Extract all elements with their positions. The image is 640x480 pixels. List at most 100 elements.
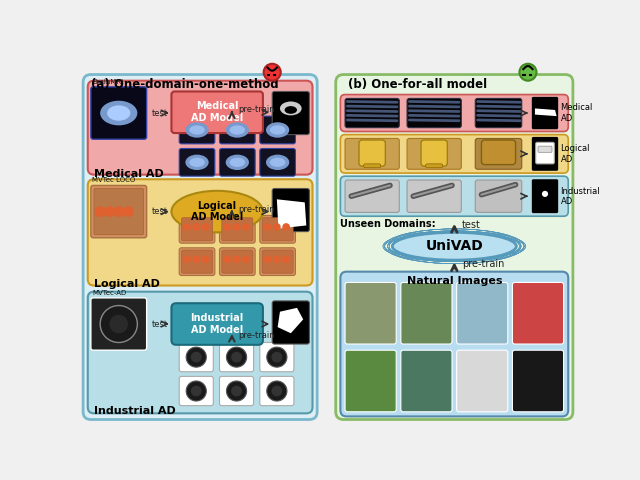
Ellipse shape — [285, 106, 297, 114]
Text: pre-train: pre-train — [238, 106, 275, 114]
FancyBboxPatch shape — [532, 97, 558, 129]
FancyBboxPatch shape — [359, 140, 385, 166]
FancyBboxPatch shape — [340, 176, 568, 216]
Text: UniVAD: UniVAD — [426, 239, 483, 253]
Circle shape — [242, 223, 250, 231]
FancyBboxPatch shape — [345, 180, 399, 212]
Circle shape — [264, 255, 271, 263]
FancyBboxPatch shape — [340, 272, 568, 417]
Ellipse shape — [270, 158, 285, 167]
Circle shape — [233, 255, 241, 263]
FancyBboxPatch shape — [345, 282, 396, 344]
Text: Logical
AD Model: Logical AD Model — [191, 201, 243, 222]
FancyBboxPatch shape — [401, 350, 452, 412]
Text: test: test — [151, 320, 168, 328]
Text: Natural Images: Natural Images — [406, 276, 502, 286]
FancyBboxPatch shape — [481, 140, 516, 165]
Ellipse shape — [100, 101, 138, 125]
FancyBboxPatch shape — [94, 189, 143, 235]
FancyBboxPatch shape — [222, 218, 253, 241]
Circle shape — [183, 223, 191, 231]
FancyBboxPatch shape — [182, 218, 212, 241]
Circle shape — [542, 191, 548, 197]
Text: Unseen Domains:: Unseen Domains: — [340, 219, 436, 229]
Text: Medical
AD Model: Medical AD Model — [191, 101, 243, 123]
FancyBboxPatch shape — [179, 116, 215, 144]
FancyBboxPatch shape — [345, 138, 399, 169]
Circle shape — [520, 64, 536, 81]
Text: (a) One-domain-one-method: (a) One-domain-one-method — [91, 78, 278, 91]
Circle shape — [113, 206, 124, 217]
FancyBboxPatch shape — [260, 376, 294, 406]
Circle shape — [267, 381, 287, 401]
FancyBboxPatch shape — [260, 216, 296, 243]
Text: Industrial
AD: Industrial AD — [561, 187, 600, 206]
FancyBboxPatch shape — [262, 250, 293, 273]
FancyBboxPatch shape — [179, 148, 215, 176]
Circle shape — [282, 255, 290, 263]
Ellipse shape — [107, 105, 131, 121]
Circle shape — [227, 381, 246, 401]
Text: test: test — [151, 108, 168, 118]
Circle shape — [109, 315, 128, 333]
Polygon shape — [535, 108, 557, 116]
FancyBboxPatch shape — [88, 179, 312, 286]
FancyBboxPatch shape — [457, 282, 508, 344]
FancyBboxPatch shape — [172, 303, 263, 345]
FancyBboxPatch shape — [91, 298, 147, 350]
Text: (b) One-for-all model: (b) One-for-all model — [348, 78, 487, 91]
FancyBboxPatch shape — [220, 216, 255, 243]
Ellipse shape — [266, 155, 289, 170]
Text: Industrial AD: Industrial AD — [94, 407, 176, 417]
Circle shape — [95, 206, 106, 217]
FancyBboxPatch shape — [340, 95, 568, 132]
Text: Logical AD: Logical AD — [94, 279, 160, 289]
Circle shape — [123, 206, 134, 217]
Polygon shape — [277, 199, 307, 228]
FancyBboxPatch shape — [401, 282, 452, 344]
Circle shape — [104, 206, 115, 217]
FancyBboxPatch shape — [272, 189, 309, 232]
FancyBboxPatch shape — [179, 343, 213, 372]
FancyBboxPatch shape — [407, 98, 461, 128]
Text: Industrial
AD Model: Industrial AD Model — [191, 313, 244, 335]
Text: BrainMRI: BrainMRI — [92, 79, 124, 85]
FancyBboxPatch shape — [340, 134, 568, 173]
Ellipse shape — [230, 158, 245, 167]
FancyBboxPatch shape — [88, 81, 312, 175]
FancyBboxPatch shape — [182, 250, 212, 273]
FancyBboxPatch shape — [220, 248, 255, 276]
FancyBboxPatch shape — [260, 148, 296, 176]
FancyBboxPatch shape — [407, 180, 461, 212]
FancyBboxPatch shape — [426, 164, 443, 168]
Circle shape — [271, 385, 282, 396]
FancyBboxPatch shape — [222, 250, 253, 273]
Circle shape — [242, 255, 250, 263]
Circle shape — [191, 352, 202, 362]
Text: test: test — [151, 207, 168, 216]
Circle shape — [191, 385, 202, 396]
FancyBboxPatch shape — [536, 142, 554, 164]
Text: pre-train: pre-train — [462, 259, 504, 269]
FancyBboxPatch shape — [345, 350, 396, 412]
Ellipse shape — [189, 125, 205, 134]
FancyBboxPatch shape — [513, 282, 564, 344]
FancyBboxPatch shape — [538, 146, 552, 152]
Text: Medical AD: Medical AD — [94, 169, 164, 179]
Ellipse shape — [172, 191, 263, 232]
FancyBboxPatch shape — [172, 92, 263, 133]
Ellipse shape — [189, 158, 205, 167]
FancyBboxPatch shape — [457, 350, 508, 412]
Circle shape — [100, 306, 138, 343]
FancyBboxPatch shape — [220, 343, 253, 372]
Circle shape — [223, 223, 231, 231]
Circle shape — [267, 347, 287, 367]
Ellipse shape — [392, 232, 516, 260]
Polygon shape — [278, 308, 303, 333]
Circle shape — [183, 255, 191, 263]
Circle shape — [264, 64, 281, 81]
FancyBboxPatch shape — [88, 292, 312, 413]
FancyBboxPatch shape — [260, 248, 296, 276]
FancyBboxPatch shape — [179, 216, 215, 243]
FancyBboxPatch shape — [476, 180, 522, 212]
